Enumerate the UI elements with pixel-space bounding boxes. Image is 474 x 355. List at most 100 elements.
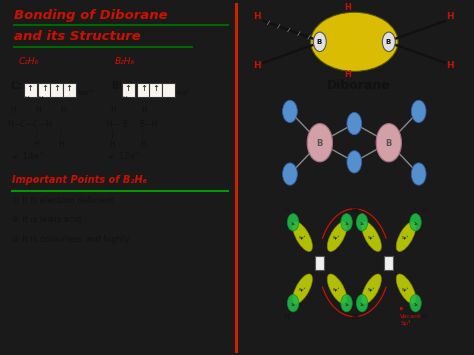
Text: ↑: ↑ <box>27 84 34 93</box>
Text: Sp³: Sp³ <box>333 235 340 240</box>
Ellipse shape <box>327 274 347 304</box>
Text: 1s: 1s <box>360 302 365 307</box>
Text: Sp³: Sp³ <box>402 288 409 292</box>
Circle shape <box>411 100 426 122</box>
Circle shape <box>283 163 297 185</box>
Text: ↑: ↑ <box>53 84 60 93</box>
Text: ⇙ 14e°: ⇙ 14e° <box>11 152 44 162</box>
Text: H: H <box>447 12 454 21</box>
Text: |: | <box>59 131 62 140</box>
Text: 1s: 1s <box>360 222 365 226</box>
Text: H: H <box>122 96 127 101</box>
Ellipse shape <box>396 222 416 251</box>
Text: Diborane: Diborane <box>327 79 391 92</box>
Circle shape <box>383 32 395 51</box>
Text: B: B <box>317 39 322 45</box>
Text: B: B <box>316 139 323 148</box>
FancyBboxPatch shape <box>38 82 51 97</box>
Text: |: | <box>35 131 37 140</box>
Text: ⇙ 12e°: ⇙ 12e° <box>109 152 140 162</box>
Circle shape <box>356 214 368 231</box>
Text: ② It is lewis acid: ② It is lewis acid <box>11 215 81 224</box>
Text: B: B <box>385 139 392 148</box>
Text: H: H <box>447 61 454 70</box>
Text: C₂H₆: C₂H₆ <box>18 58 38 66</box>
FancyBboxPatch shape <box>162 82 174 97</box>
Text: B: B <box>385 39 391 45</box>
FancyBboxPatch shape <box>315 256 324 269</box>
Text: |: | <box>110 131 113 140</box>
Text: H: H <box>10 106 16 115</box>
Text: H: H <box>283 207 288 213</box>
Circle shape <box>347 151 362 173</box>
Text: 1s: 1s <box>344 222 349 226</box>
Text: H: H <box>58 140 64 149</box>
Text: Sp³: Sp³ <box>333 288 340 292</box>
Text: H: H <box>38 96 43 101</box>
Text: ↑: ↑ <box>125 84 132 93</box>
Text: ① It is electron deficient: ① It is electron deficient <box>11 196 114 204</box>
Circle shape <box>410 214 421 231</box>
FancyBboxPatch shape <box>63 82 75 97</box>
Circle shape <box>411 163 426 185</box>
Ellipse shape <box>362 222 382 251</box>
Text: and its Structure: and its Structure <box>14 30 141 43</box>
Text: |: | <box>141 131 144 140</box>
Text: Sp³: Sp³ <box>299 235 306 240</box>
Circle shape <box>313 32 326 51</box>
Text: B:: B: <box>110 81 122 91</box>
Text: H: H <box>352 314 357 320</box>
Text: 4sp³: 4sp³ <box>176 89 191 96</box>
Text: 4sp³⁴: 4sp³⁴ <box>77 89 95 96</box>
FancyBboxPatch shape <box>50 82 63 97</box>
Text: H: H <box>253 12 261 21</box>
Circle shape <box>341 214 352 231</box>
Text: Important Points of B₂H₆: Important Points of B₂H₆ <box>11 175 146 185</box>
Text: H: H <box>354 207 359 213</box>
Text: Sp³: Sp³ <box>402 235 409 240</box>
FancyBboxPatch shape <box>122 82 135 97</box>
Text: H: H <box>35 106 41 115</box>
Circle shape <box>307 124 332 162</box>
Circle shape <box>347 113 362 135</box>
Text: H: H <box>422 207 428 213</box>
Text: ↑: ↑ <box>140 84 147 93</box>
FancyBboxPatch shape <box>384 256 393 269</box>
Text: H— B: H— B <box>107 120 128 129</box>
Text: ↑: ↑ <box>41 84 48 93</box>
Ellipse shape <box>310 12 398 71</box>
Text: ③ It is colourless and highly: ③ It is colourless and highly <box>11 235 129 244</box>
Ellipse shape <box>327 222 347 251</box>
Text: 1s: 1s <box>344 302 349 307</box>
Ellipse shape <box>396 274 416 304</box>
Text: Bonding of Diborane: Bonding of Diborane <box>14 9 167 22</box>
Text: 1s: 1s <box>413 222 418 226</box>
Text: B—H: B—H <box>139 120 157 129</box>
Text: H: H <box>352 207 357 213</box>
Text: H: H <box>344 70 351 79</box>
Text: 1s: 1s <box>291 302 295 307</box>
Text: Sp³: Sp³ <box>367 288 374 292</box>
Circle shape <box>287 295 299 312</box>
Circle shape <box>283 100 297 122</box>
Ellipse shape <box>362 274 382 304</box>
Text: H: H <box>253 61 261 70</box>
Text: B₂H₆: B₂H₆ <box>115 58 135 66</box>
Text: H: H <box>422 314 428 320</box>
Circle shape <box>410 295 421 312</box>
Text: Sp³: Sp³ <box>367 235 374 240</box>
Text: 1s: 1s <box>291 222 295 226</box>
Text: ↑: ↑ <box>152 84 159 93</box>
Text: H: H <box>110 106 117 115</box>
Text: H: H <box>283 314 288 320</box>
Circle shape <box>356 295 368 312</box>
Text: Sp³: Sp³ <box>299 288 306 292</box>
Ellipse shape <box>293 274 312 304</box>
Ellipse shape <box>293 222 312 251</box>
Circle shape <box>376 124 401 162</box>
Text: H: H <box>344 3 351 12</box>
FancyBboxPatch shape <box>24 82 36 97</box>
Circle shape <box>287 214 299 231</box>
Circle shape <box>341 295 352 312</box>
Text: H: H <box>60 106 66 115</box>
